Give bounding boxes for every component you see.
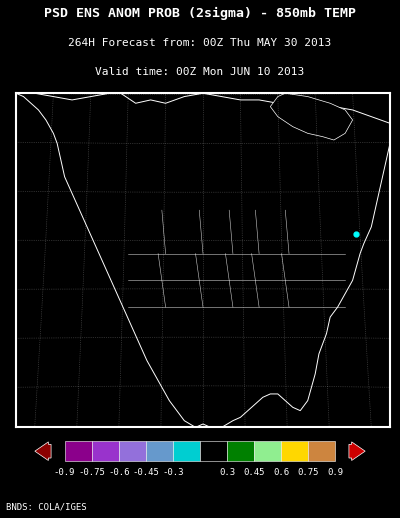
Bar <box>92 441 119 461</box>
Text: BNDS: COLA/IGES: BNDS: COLA/IGES <box>6 503 87 512</box>
Bar <box>200 441 227 461</box>
FancyArrow shape <box>35 442 51 461</box>
Text: -0.6: -0.6 <box>108 468 130 477</box>
Text: 0.3: 0.3 <box>219 468 235 477</box>
Polygon shape <box>16 93 390 427</box>
Bar <box>227 441 254 461</box>
Bar <box>146 441 173 461</box>
Text: 0.75: 0.75 <box>298 468 319 477</box>
Bar <box>65 441 92 461</box>
Text: -0.3: -0.3 <box>162 468 184 477</box>
Text: -0.45: -0.45 <box>132 468 159 477</box>
Text: Valid time: 00Z Mon JUN 10 2013: Valid time: 00Z Mon JUN 10 2013 <box>95 67 305 77</box>
Bar <box>254 441 281 461</box>
Text: 0.6: 0.6 <box>273 468 289 477</box>
Text: 264H Forecast from: 00Z Thu MAY 30 2013: 264H Forecast from: 00Z Thu MAY 30 2013 <box>68 38 332 49</box>
Bar <box>308 441 335 461</box>
Bar <box>173 441 200 461</box>
Text: 0.45: 0.45 <box>244 468 265 477</box>
Polygon shape <box>270 93 353 140</box>
Bar <box>119 441 146 461</box>
Text: -0.9: -0.9 <box>54 468 75 477</box>
Text: PSD ENS ANOM PROB (2sigma) - 850mb TEMP: PSD ENS ANOM PROB (2sigma) - 850mb TEMP <box>44 7 356 20</box>
FancyArrow shape <box>349 442 365 461</box>
Text: 0.9: 0.9 <box>327 468 344 477</box>
Text: -0.75: -0.75 <box>78 468 105 477</box>
Bar <box>281 441 308 461</box>
